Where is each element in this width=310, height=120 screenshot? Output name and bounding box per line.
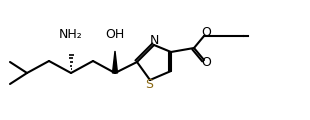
Text: O: O bbox=[201, 57, 211, 69]
Text: S: S bbox=[145, 78, 153, 91]
Text: N: N bbox=[149, 33, 159, 46]
Text: O: O bbox=[201, 26, 211, 39]
Text: NH₂: NH₂ bbox=[59, 29, 83, 42]
Polygon shape bbox=[113, 51, 117, 73]
Text: OH: OH bbox=[105, 29, 125, 42]
